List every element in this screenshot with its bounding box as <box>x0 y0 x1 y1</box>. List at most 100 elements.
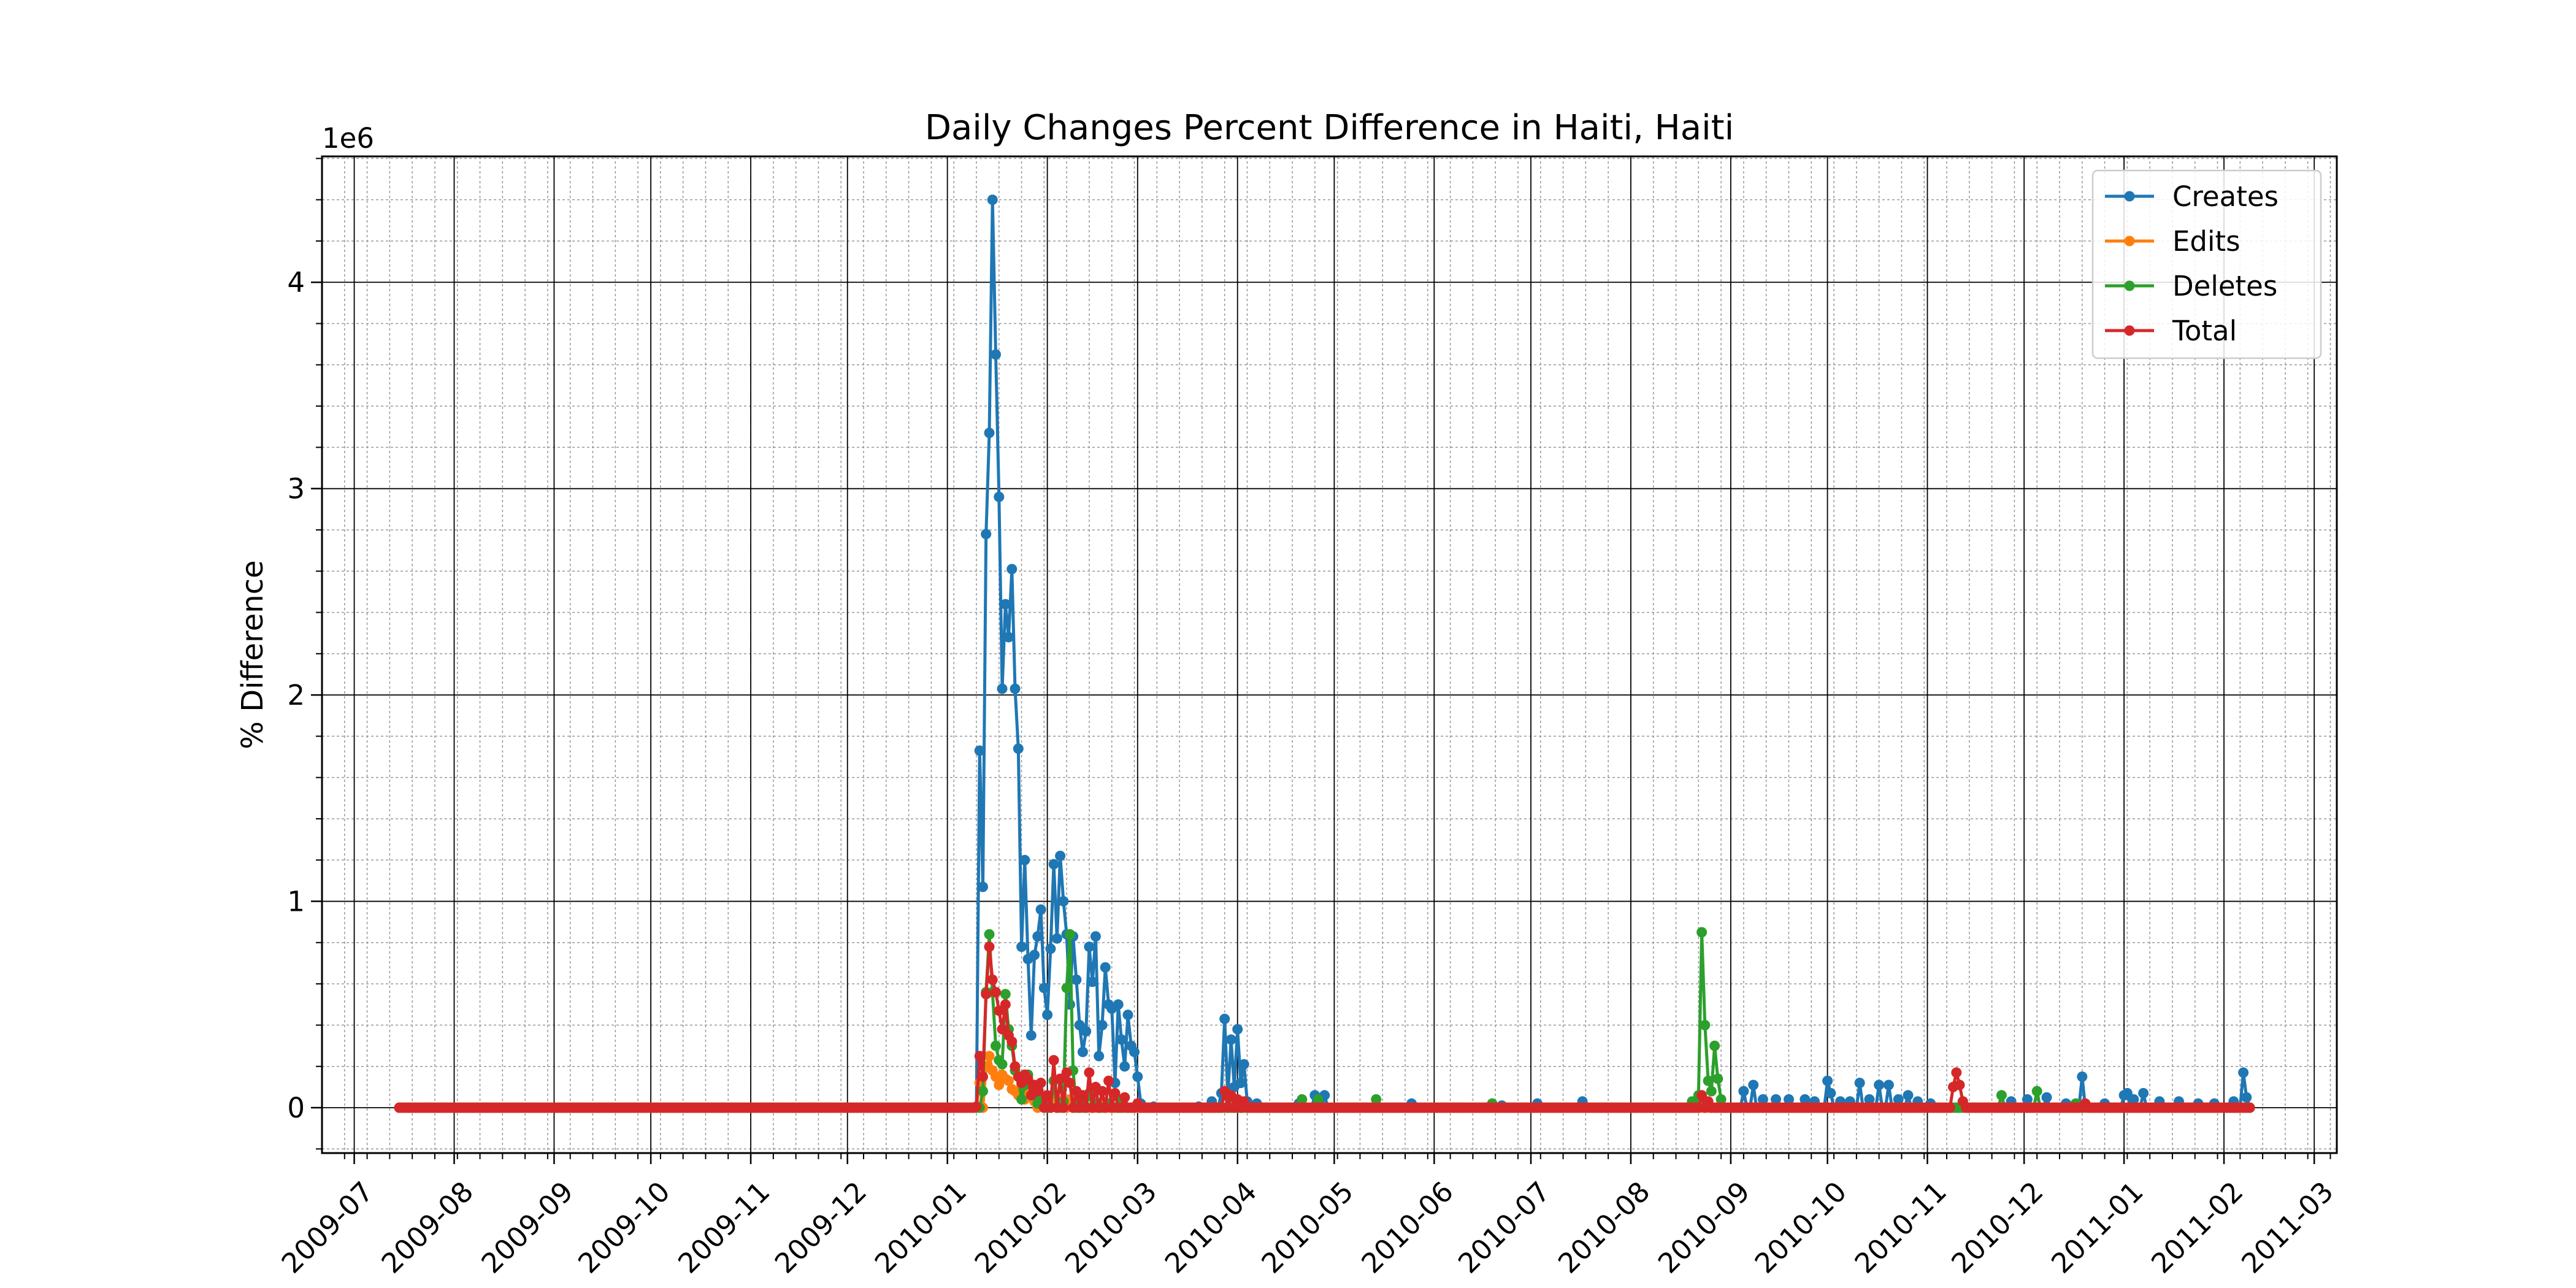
data-point-deletes <box>1700 1019 1711 1030</box>
data-point-creates <box>1132 1071 1143 1082</box>
data-point-creates <box>1225 1034 1236 1045</box>
legend-marker-edits <box>2124 236 2135 247</box>
data-point-creates <box>2241 1092 2252 1103</box>
legend: Creates Edits Deletes Total <box>2091 169 2322 359</box>
data-point-creates <box>1055 851 1066 861</box>
data-point-deletes <box>1703 1075 1714 1086</box>
data-point-total <box>1022 1073 1033 1084</box>
legend-marker-total <box>2124 325 2135 336</box>
plot-area <box>394 194 2255 1113</box>
data-point-creates <box>2238 1067 2249 1078</box>
data-point-creates <box>1903 1090 1914 1101</box>
data-point-total <box>1000 999 1011 1010</box>
legend-label-total: Total <box>2172 315 2237 347</box>
data-point-total <box>978 1071 988 1082</box>
data-point-total <box>987 974 998 985</box>
data-point-creates <box>1874 1079 1885 1091</box>
chart-title: Daily Changes Percent Difference in Hait… <box>925 108 1734 148</box>
data-point-deletes <box>1297 1094 1308 1105</box>
y-tick-label: 4 <box>287 266 305 299</box>
data-point-creates <box>1090 931 1101 942</box>
data-point-total <box>984 941 995 953</box>
data-point-creates <box>2122 1087 2133 1098</box>
data-point-creates <box>1081 1026 1092 1037</box>
data-point-total <box>1119 1092 1130 1103</box>
data-point-total <box>1058 1102 1069 1113</box>
data-point-creates <box>1825 1087 1836 1098</box>
data-point-creates <box>991 349 1001 360</box>
data-point-creates <box>1100 962 1111 973</box>
data-point-creates <box>1757 1094 1768 1105</box>
data-point-creates <box>984 427 995 439</box>
data-point-creates <box>1771 1094 1781 1105</box>
data-point-creates <box>1235 1078 1246 1089</box>
data-point-creates <box>1045 943 1056 954</box>
data-point-creates <box>1129 1046 1140 1057</box>
data-point-creates <box>1032 931 1043 942</box>
data-point-deletes <box>1715 1094 1727 1105</box>
data-point-edits <box>1003 1075 1014 1086</box>
data-point-creates <box>1084 941 1095 953</box>
data-point-creates <box>1087 976 1098 987</box>
data-point-total <box>1110 1087 1121 1098</box>
data-point-creates <box>1854 1078 1865 1089</box>
data-point-total <box>1055 1073 1066 1084</box>
data-point-creates <box>974 745 985 756</box>
data-point-total <box>1077 1090 1088 1101</box>
data-point-creates <box>1822 1075 1833 1086</box>
data-point-total <box>1944 1102 1955 1113</box>
series-total <box>394 941 2255 1113</box>
data-point-creates <box>1051 933 1062 944</box>
data-point-edits <box>984 1051 995 1062</box>
data-point-total <box>1954 1079 1965 1091</box>
data-point-creates <box>1019 854 1030 865</box>
data-point-total <box>1048 1055 1059 1066</box>
data-point-total <box>981 989 992 1000</box>
data-point-deletes <box>2031 1086 2042 1097</box>
data-point-deletes <box>1313 1094 1324 1105</box>
data-point-total <box>1103 1075 1114 1086</box>
data-point-creates <box>1000 599 1011 610</box>
data-point-creates <box>1232 1024 1243 1035</box>
data-point-creates <box>2138 1087 2149 1098</box>
data-point-creates <box>1883 1079 1894 1091</box>
data-point-total <box>1061 1067 1072 1078</box>
data-point-creates <box>1013 743 1024 754</box>
data-point-deletes <box>997 1059 1008 1070</box>
data-point-creates <box>1003 632 1014 643</box>
y-tick-label: 3 <box>287 473 305 505</box>
legend-label-deletes: Deletes <box>2172 270 2277 302</box>
data-point-creates <box>1864 1094 1875 1105</box>
data-point-creates <box>1058 896 1069 907</box>
data-point-total <box>997 1024 1008 1035</box>
data-point-deletes <box>1061 983 1072 994</box>
y-axis-label: % Difference <box>236 560 270 749</box>
data-point-deletes <box>1712 1073 1723 1084</box>
data-point-total <box>991 987 1001 998</box>
data-point-deletes <box>1016 1094 1027 1105</box>
data-point-deletes <box>1696 927 1708 938</box>
data-point-creates <box>1048 859 1059 870</box>
data-point-creates <box>1893 1094 1904 1105</box>
legend-marker-deletes <box>2124 280 2135 291</box>
data-point-creates <box>1122 1010 1133 1021</box>
data-point-total <box>1032 1086 1043 1097</box>
data-point-total <box>1097 1086 1108 1097</box>
data-point-creates <box>1219 1013 1230 1024</box>
data-point-deletes <box>984 929 995 940</box>
data-point-edits <box>994 1079 1005 1091</box>
data-point-creates <box>1238 1059 1249 1070</box>
data-point-creates <box>987 194 998 205</box>
axes-frame <box>321 155 2338 1154</box>
data-point-deletes <box>1709 1040 1720 1051</box>
data-point-deletes <box>1064 929 1075 940</box>
data-point-creates <box>1119 1061 1130 1072</box>
data-point-total <box>971 1101 982 1112</box>
data-point-creates <box>1010 683 1021 694</box>
legend-marker-creates <box>2124 191 2135 202</box>
data-point-creates <box>1113 999 1124 1010</box>
y-tick-label: 2 <box>287 679 305 711</box>
data-point-creates <box>1042 1010 1053 1021</box>
data-point-creates <box>1038 983 1049 994</box>
